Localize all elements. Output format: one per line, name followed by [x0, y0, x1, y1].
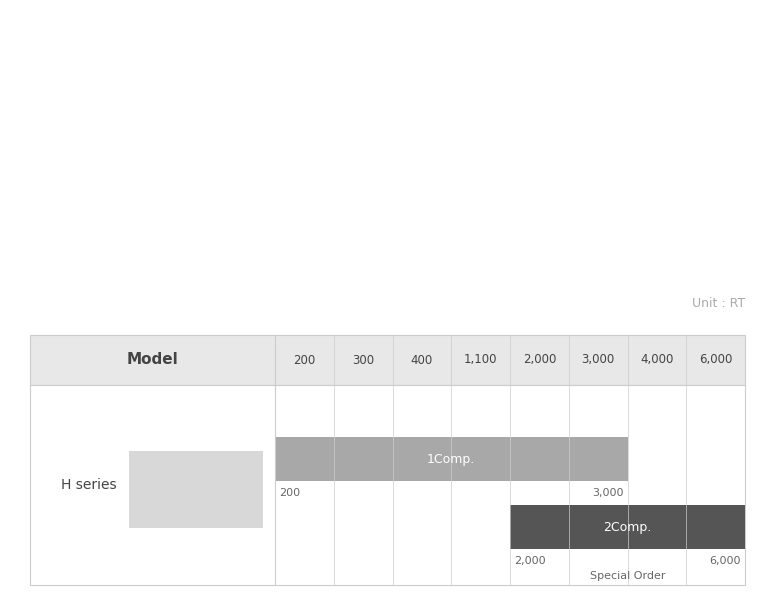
- Text: 6,000: 6,000: [710, 556, 741, 566]
- Bar: [510, 505, 745, 549]
- Text: 6,000: 6,000: [699, 353, 733, 366]
- Text: 4,000: 4,000: [641, 353, 674, 366]
- Text: Model: Model: [127, 352, 178, 368]
- Text: 2,000: 2,000: [514, 556, 545, 566]
- Text: 1,100: 1,100: [464, 353, 498, 366]
- Text: H series: H series: [61, 478, 116, 492]
- Bar: [275, 437, 627, 481]
- Text: 3,000: 3,000: [592, 488, 624, 498]
- Text: 2,000: 2,000: [523, 353, 556, 366]
- Text: 200: 200: [279, 488, 300, 498]
- Text: 3,000: 3,000: [581, 353, 614, 366]
- Text: 300: 300: [352, 353, 374, 366]
- Text: 2Comp.: 2Comp.: [604, 520, 651, 533]
- Bar: [30, 385, 745, 585]
- Text: 200: 200: [293, 353, 316, 366]
- Text: Special Order: Special Order: [590, 571, 665, 581]
- Text: 400: 400: [411, 353, 433, 366]
- Bar: [30, 335, 745, 385]
- Bar: [129, 450, 263, 527]
- Text: Unit : RT: Unit : RT: [692, 297, 745, 310]
- Text: 1Comp.: 1Comp.: [427, 453, 475, 466]
